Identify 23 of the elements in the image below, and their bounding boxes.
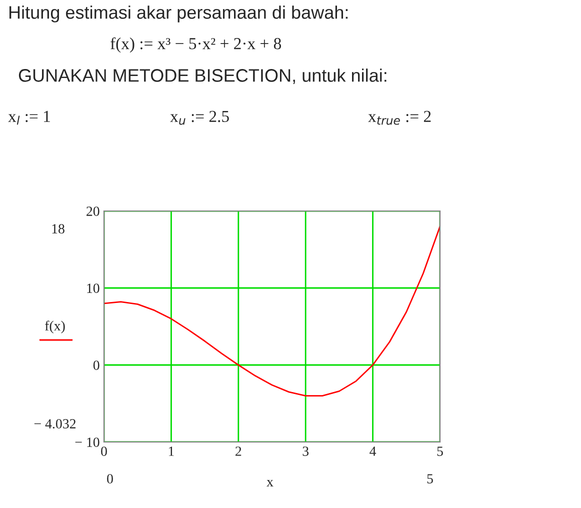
x-tick-label: 2 bbox=[236, 446, 242, 456]
chart-subtitle: GUNAKAN METODE BISECTION, untuk nilai: bbox=[18, 68, 386, 84]
text: x$_{l}$ := 1 bbox=[8, 110, 50, 125]
text: − 4.032 bbox=[34, 419, 76, 429]
y-tick-label: 10 bbox=[87, 284, 100, 293]
x-tick-label: 5 bbox=[437, 446, 443, 456]
y-tick-label: − 10 bbox=[75, 438, 100, 447]
x-tick-label: 4 bbox=[370, 446, 376, 456]
x-axis-title: x bbox=[266, 480, 274, 486]
text: 5 bbox=[427, 474, 433, 484]
text: f(x) := x³ − 5·x² + 2·x + 8 bbox=[110, 37, 282, 53]
x-tick-label: 0 bbox=[101, 446, 107, 456]
y-tick-label: 0 bbox=[93, 360, 100, 370]
x-tick-label: 1 bbox=[168, 446, 174, 456]
line-series bbox=[104, 226, 440, 396]
text: x$_{u}$ := 2.5 bbox=[170, 110, 229, 125]
y-tick-label: 20 bbox=[86, 206, 100, 216]
text: x$_{true}$ := 2 bbox=[368, 110, 431, 125]
text: 0 bbox=[107, 474, 113, 484]
x-tick-label: 3 bbox=[302, 446, 309, 456]
chart-title: Hitung estimasi akar persamaan di bawah: bbox=[9, 6, 348, 22]
y-axis-title: f(x) bbox=[45, 320, 65, 334]
text: 18 bbox=[52, 224, 64, 234]
